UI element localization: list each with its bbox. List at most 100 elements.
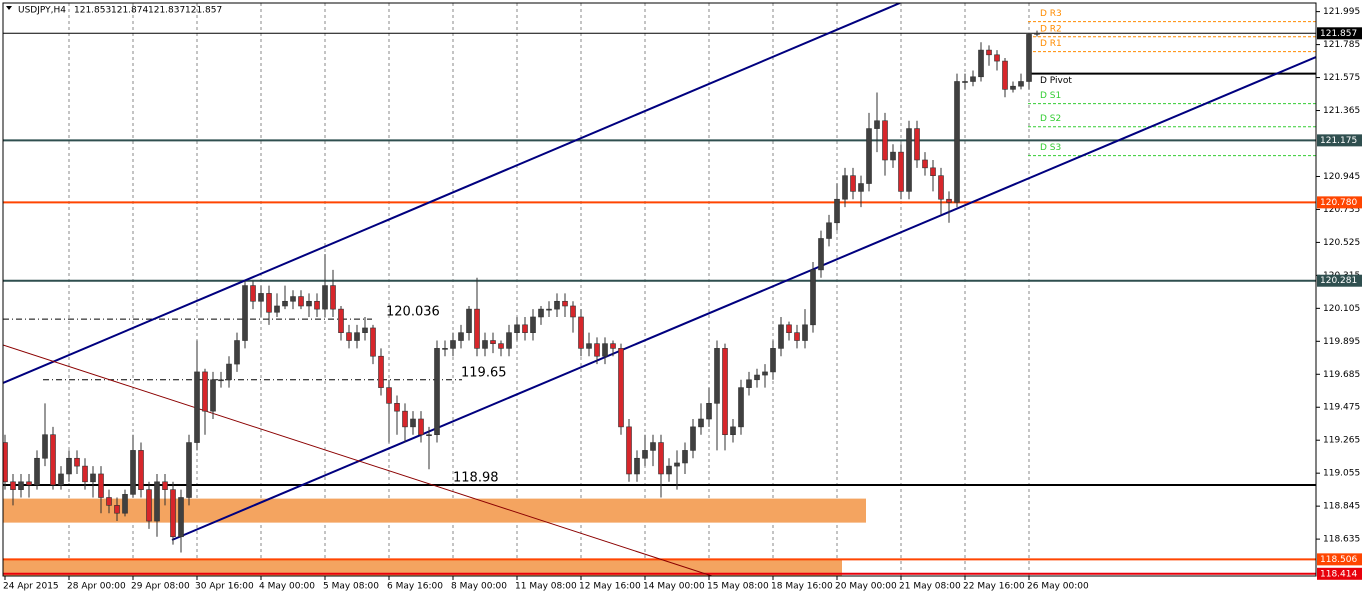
x-tick-label: 4 May 00:00	[259, 582, 315, 592]
level-label: 120.780	[1320, 198, 1357, 208]
x-tick-label: 12 May 16:00	[579, 582, 641, 592]
candle-body	[82, 465, 88, 483]
x-tick-label: 29 Apr 08:00	[131, 582, 190, 592]
candle-body	[362, 327, 368, 333]
candle-body	[946, 198, 952, 203]
plot-under	[3, 3, 1316, 576]
candle-body	[554, 300, 560, 310]
candle-body	[834, 198, 840, 224]
candle-body	[474, 308, 480, 349]
candle-body	[978, 49, 984, 78]
candle-body	[450, 340, 456, 349]
candle-body	[338, 308, 344, 333]
candle-body	[426, 434, 432, 437]
candle-body	[250, 285, 256, 302]
candle-body	[914, 128, 920, 161]
x-tick-label: 21 May 08:00	[899, 582, 961, 592]
y-tick-label: 119.265	[1323, 436, 1360, 446]
trend-line	[3, 344, 713, 576]
candle-body	[842, 175, 848, 200]
candle-body	[306, 300, 312, 307]
candle-body	[10, 481, 16, 490]
candle-body	[490, 340, 496, 344]
annotation-label: 119.65	[461, 365, 507, 380]
candle-body	[130, 450, 136, 495]
y-tick-label: 121.995	[1323, 7, 1360, 17]
candle-body	[1010, 85, 1016, 90]
candle-body	[522, 324, 528, 333]
candle-body	[186, 442, 192, 498]
y-tick-label: 120.945	[1323, 172, 1360, 182]
candle-body	[674, 462, 680, 467]
zone	[3, 559, 842, 576]
x-tick-label: 20 May 00:00	[835, 582, 897, 592]
candle-body	[586, 343, 592, 349]
x-tick-label: 5 May 08:00	[323, 582, 379, 592]
candle-body	[562, 300, 568, 307]
candle-body	[282, 300, 288, 307]
header-open: 121.853	[74, 6, 111, 16]
candle-body	[762, 371, 768, 376]
candle-body	[690, 426, 696, 451]
candles	[3, 30, 1040, 553]
candle-body	[730, 426, 736, 436]
pivot-label: D Pivot	[1040, 76, 1072, 86]
y-tick-label: 119.685	[1323, 370, 1360, 380]
x-tick-label: 11 May 08:00	[515, 582, 577, 592]
candle-body	[698, 418, 704, 428]
candle-body	[738, 387, 744, 428]
level-label-box	[1317, 274, 1362, 287]
x-tick-label: 15 May 08:00	[707, 582, 769, 592]
trend-lines	[3, 3, 1316, 576]
candle-body	[954, 81, 960, 203]
y-tick-label: 119.895	[1323, 337, 1360, 347]
candle-body	[210, 379, 216, 412]
candle-body	[970, 76, 976, 82]
candle-body	[370, 327, 376, 357]
x-tick-label: 26 May 00:00	[1027, 582, 1089, 592]
pivot-label: D R1	[1040, 39, 1062, 49]
candle-body	[106, 497, 112, 506]
candle-body	[274, 305, 280, 313]
candle-body	[234, 340, 240, 365]
candle-body	[1026, 34, 1032, 82]
candle-body	[634, 457, 640, 475]
header-high: 121.874	[111, 6, 148, 16]
candle-body	[530, 316, 536, 333]
candle-body	[226, 363, 232, 381]
header-low: 121.837	[148, 6, 185, 16]
candle-body	[810, 269, 816, 326]
candle-body	[538, 308, 544, 318]
candle-body	[290, 296, 296, 302]
candle-body	[578, 316, 584, 349]
candle-body	[194, 371, 200, 443]
y-tick-label: 118.635	[1323, 535, 1360, 545]
zone	[3, 498, 866, 523]
candle-body	[546, 308, 552, 311]
x-tick-label: 6 May 16:00	[387, 582, 443, 592]
level-label: 118.414	[1320, 569, 1357, 579]
candle-body	[570, 305, 576, 318]
candle-body	[74, 457, 80, 467]
candle-body	[754, 374, 760, 381]
candle-body	[706, 403, 712, 420]
level-label-box	[1317, 27, 1362, 40]
candle-body	[114, 505, 120, 514]
candle-body	[154, 481, 160, 522]
candle-body	[90, 473, 96, 483]
candle-body	[650, 442, 656, 451]
candle-body	[42, 434, 48, 459]
candle-body	[1034, 32, 1040, 35]
pivot-label: D S3	[1040, 143, 1061, 153]
candle-body	[434, 348, 440, 436]
candle-body	[162, 481, 168, 490]
header-close: 121.857	[185, 6, 222, 16]
x-tick-label: 8 May 00:00	[451, 582, 507, 592]
candle-body	[242, 285, 248, 341]
y-tick-label: 119.475	[1323, 403, 1360, 413]
candle-body	[66, 457, 72, 475]
x-tick-label: 30 Apr 16:00	[195, 582, 254, 592]
candle-body	[1018, 81, 1024, 87]
candle-body	[386, 387, 392, 404]
annotation-label: 118.98	[453, 470, 499, 485]
